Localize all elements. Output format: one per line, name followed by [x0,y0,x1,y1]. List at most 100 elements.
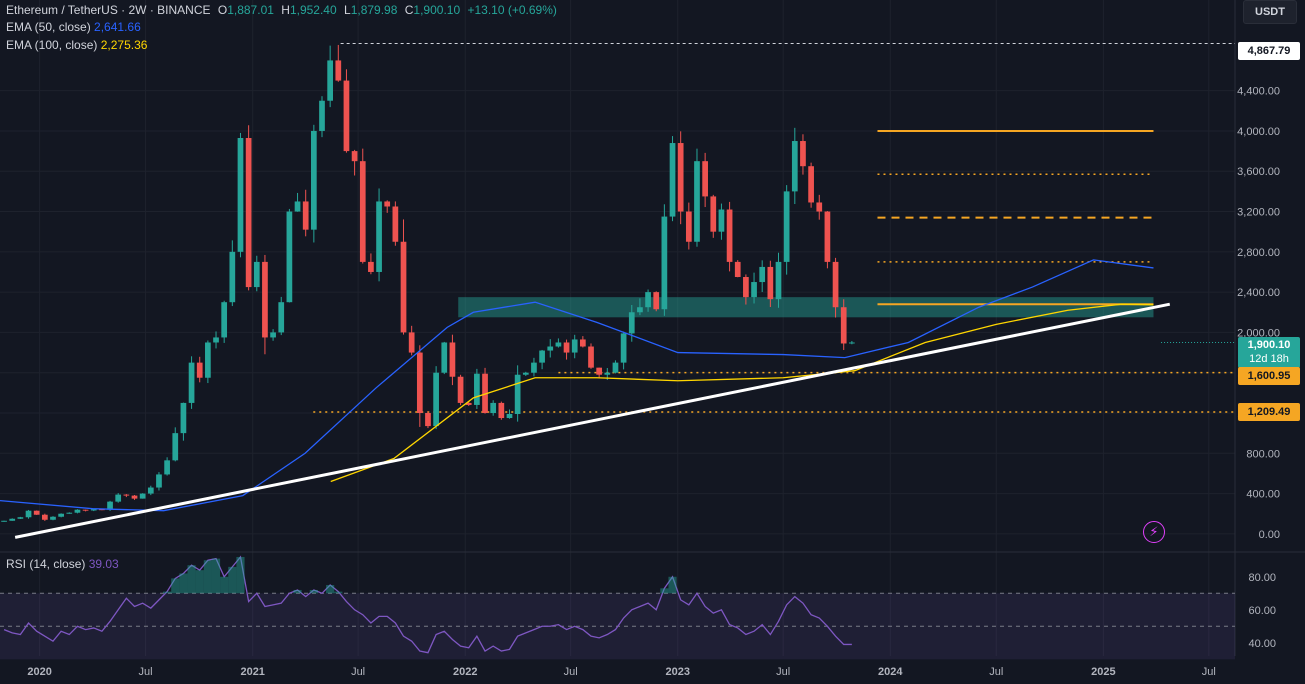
candle [188,362,195,403]
rsi-tick-label: 80.00 [1248,572,1276,584]
candle [327,60,334,101]
countdown: 12d 18h [1249,353,1289,365]
candle [580,339,586,347]
rsi-legend[interactable]: RSI (14, close) 39.03 [6,557,119,571]
candle [359,161,366,262]
candle [115,494,122,502]
candle [588,346,594,368]
candle [156,474,162,488]
candle [726,209,733,262]
price-axis[interactable]: 0.00400.00800.001,200.001,600.002,000.00… [1237,86,1280,541]
candle [465,402,472,405]
ema100-legend[interactable]: EMA (100, close) 2,275.36 [6,38,147,52]
candle [262,261,268,338]
price-tick-label: 2,000.00 [1237,327,1280,339]
candle [824,211,831,262]
low-value: 1,879.98 [350,3,398,17]
candles[interactable] [1,44,855,522]
ema50-legend[interactable]: EMA (50, close) 2,641.66 [6,20,141,34]
candle [286,211,293,303]
candle [66,512,73,514]
candle [41,514,48,520]
time-tick-label: 2025 [1091,666,1115,678]
candle [221,302,228,338]
candle [384,201,391,207]
rsi-overbought-fill [326,585,335,594]
rsi-label: RSI (14, close) [6,557,86,571]
price-tick-label: 0.00 [1259,529,1280,541]
candle [229,251,236,303]
candle [457,376,464,403]
candle [17,517,24,519]
candle [791,141,798,192]
candle [180,402,187,434]
candle [694,161,700,242]
lightning-icon[interactable]: ⚡ [1143,521,1165,543]
open-label: O [217,3,228,17]
rsi-overbought-fill [236,556,245,594]
candle [392,206,399,242]
candle [139,493,146,499]
price-tick-label: 4,400.00 [1237,86,1280,98]
candle [131,495,138,499]
candle [775,261,782,300]
candle [661,216,668,310]
time-tick-label: 2024 [878,666,903,678]
ema50-label: EMA (50, close) [6,20,91,34]
candle [612,362,619,373]
time-tick-label: Jul [139,666,153,678]
price-tick-label: 3,200.00 [1237,207,1280,219]
close-value: 1,900.10 [413,3,461,17]
candle [408,332,415,353]
rsi-overbought-fill [228,566,237,594]
candle [832,261,839,308]
trendline [14,302,1171,539]
high-value: 1,952.40 [289,3,337,17]
price-tick-label: 4,000.00 [1237,126,1280,138]
candle [253,261,260,288]
time-tick-label: Jul [776,666,790,678]
ema100-label: EMA (100, close) [6,38,98,52]
candle [522,372,529,375]
candle [351,151,358,162]
symbol-name[interactable]: Ethereum / TetherUS · 2W · BINANCE [6,3,211,17]
candle [33,510,40,515]
price-tick-label: 800.00 [1246,448,1280,460]
candle [555,342,562,347]
currency-button[interactable]: USDT [1243,0,1297,24]
rsi-axis[interactable]: 40.00 60.00 80.00 [1248,572,1276,650]
candle [425,412,431,427]
rsi-overbought-fill [179,573,188,594]
candle [310,130,317,230]
candle [343,80,350,152]
rsi-overbought-fill [203,560,212,594]
candle [474,373,480,405]
candle [368,261,374,272]
candle [376,201,382,272]
rsi-overbought-fill [211,558,221,594]
change-value: +13.10 (+0.69%) [467,3,557,17]
symbol-legend: Ethereum / TetherUS · 2W · BINANCE O1,88… [6,3,561,17]
candle [637,307,643,313]
candle [58,513,64,517]
rsi-tick-label: 60.00 [1248,605,1276,617]
time-tick-label: 2021 [240,666,264,678]
candle [718,209,725,232]
candle [506,414,513,419]
rsi-polyline [3,555,852,654]
rsi-tick-label: 40.00 [1248,638,1276,650]
price-tick-label: 2,400.00 [1237,287,1280,299]
candle [563,342,570,353]
ema100-line [330,303,1154,483]
candle [50,516,56,520]
price-tick-label: 400.00 [1246,489,1280,501]
low-label: L [344,3,351,17]
candle [1,520,7,522]
candle [743,277,749,298]
close-label: C [404,3,414,17]
candle [759,266,766,283]
time-axis[interactable]: 2020 Jul 2021 Jul 2022 Jul 2023 Jul 2024 Jul 2025 J… [27,666,1215,678]
time-tick-label: Jul [351,666,365,678]
candle [767,266,774,300]
